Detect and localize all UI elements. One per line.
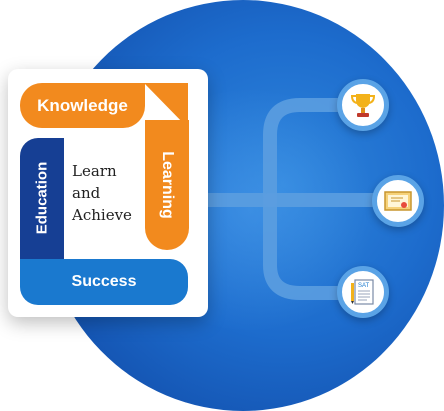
trophy-icon	[350, 94, 376, 117]
center-line-3: Achieve	[72, 206, 132, 224]
learning-tile: Learning	[145, 120, 189, 250]
center-caption: Learn and Achieve	[72, 160, 142, 226]
knowledge-tile: Knowledge	[20, 83, 145, 128]
center-line-1: Learn	[72, 162, 117, 180]
svg-text:SAT: SAT	[358, 283, 370, 289]
education-label: Education	[33, 161, 51, 235]
trophy-badge	[337, 79, 389, 131]
education-tile: Education	[20, 138, 64, 258]
sat-badge: SAT	[337, 266, 389, 318]
certificate-badge	[372, 175, 424, 227]
sat-test-sheet-icon: SAT	[351, 279, 374, 305]
certificate-icon	[384, 191, 412, 211]
learning-label: Learning	[159, 151, 176, 219]
success-tile: Success	[20, 259, 188, 305]
center-line-2: and	[72, 184, 101, 202]
success-label: Success	[71, 273, 137, 290]
knowledge-label: Knowledge	[37, 95, 128, 115]
